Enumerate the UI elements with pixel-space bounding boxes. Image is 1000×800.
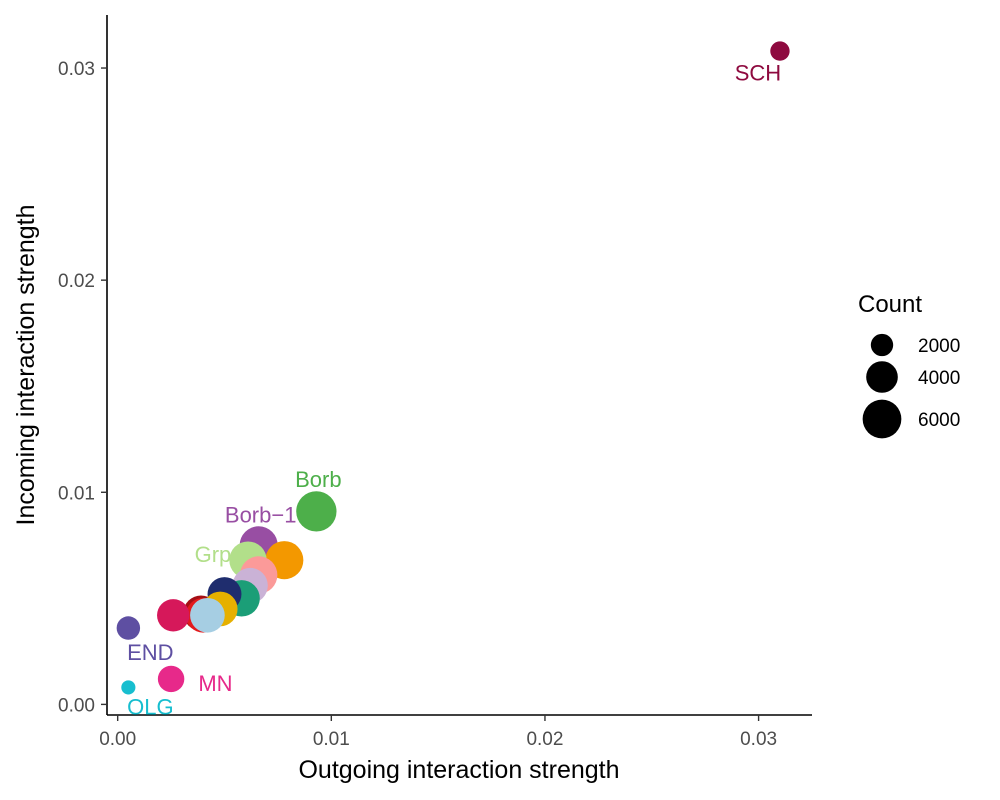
legend-entries: 2000 4000 6000	[862, 333, 960, 439]
x-tick-label: 0.00	[99, 729, 136, 750]
plot-area: 0.00 0.01 0.02 0.03 0.00 0.01 0.02 0.03 SCH Bor…	[58, 15, 812, 750]
point-label-borb: Borb	[295, 467, 341, 492]
x-axis-ticks: 0.00 0.01 0.02 0.03	[99, 715, 777, 750]
point-end	[116, 616, 141, 640]
legend-title: Count	[858, 291, 922, 318]
point-sch	[770, 41, 790, 61]
data-points	[116, 41, 790, 695]
point-mn	[157, 665, 185, 693]
y-axis-ticks: 0.00 0.01 0.02 0.03	[58, 59, 107, 716]
legend-key-4000	[866, 361, 898, 393]
point-label-end: END	[127, 640, 173, 665]
point-labels: SCH Borb Borb−1 Grp END MN OLG	[127, 61, 781, 720]
y-tick-label: 0.01	[58, 483, 95, 504]
point-label-borb-1: Borb−1	[225, 502, 297, 527]
point-label-grp: Grp	[195, 542, 232, 567]
legend: Count 2000 4000 6000	[858, 291, 960, 439]
x-axis-title: Outgoing interaction strength	[298, 756, 619, 784]
point-light-blue	[190, 597, 225, 633]
point-crimson	[157, 599, 190, 632]
point-olg	[121, 680, 136, 695]
x-tick-label: 0.02	[526, 729, 563, 750]
y-tick-label: 0.03	[58, 59, 95, 80]
point-label-sch: SCH	[735, 61, 781, 86]
y-tick-label: 0.02	[58, 271, 95, 292]
legend-key-6000	[862, 399, 902, 439]
point-label-mn: MN	[198, 671, 232, 696]
legend-label-2000: 2000	[918, 336, 960, 357]
point-label-olg: OLG	[127, 694, 173, 719]
legend-label-6000: 6000	[918, 410, 960, 431]
y-axis-title: Incoming interaction strength	[12, 204, 40, 525]
y-tick-label: 0.00	[58, 695, 95, 716]
point-borb	[296, 491, 337, 532]
legend-label-4000: 4000	[918, 368, 960, 389]
x-tick-label: 0.03	[740, 729, 777, 750]
legend-key-2000	[870, 333, 894, 357]
x-tick-label: 0.01	[313, 729, 350, 750]
